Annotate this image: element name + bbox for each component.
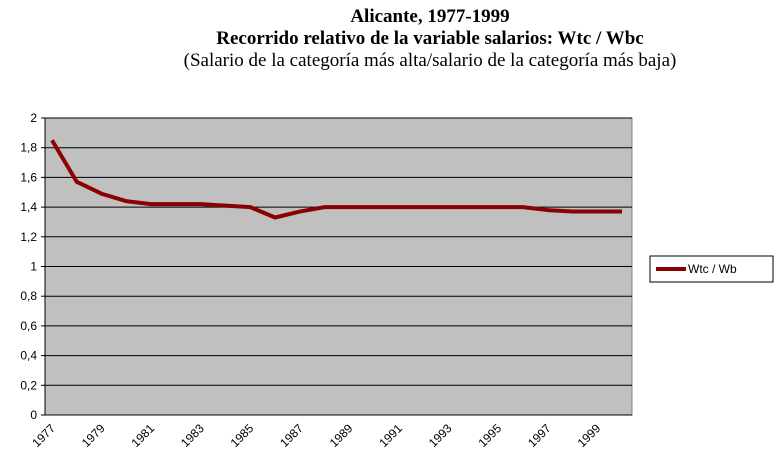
x-tick-label: 1993 bbox=[426, 421, 455, 450]
x-tick-label: 1985 bbox=[228, 421, 257, 450]
y-tick-label: 0,2 bbox=[20, 378, 37, 392]
y-tick-label: 0 bbox=[30, 408, 37, 422]
annotation: (Salario de la categoría más alta/salari… bbox=[184, 50, 677, 71]
y-tick-label: 1,4 bbox=[20, 200, 37, 214]
x-tick-label: 1987 bbox=[277, 421, 306, 450]
y-tick-label: 2 bbox=[30, 111, 37, 125]
x-tick-label: 1997 bbox=[525, 421, 554, 450]
y-tick-label: 0,4 bbox=[20, 349, 37, 363]
y-tick-label: 0,6 bbox=[20, 319, 37, 333]
y-tick-label: 1,6 bbox=[20, 170, 37, 184]
x-tick-label: 1979 bbox=[79, 421, 108, 450]
x-tick-label: 1983 bbox=[178, 421, 207, 450]
x-tick-label: 1991 bbox=[376, 421, 405, 450]
line bbox=[50, 139, 622, 220]
x-tick-label: 1995 bbox=[475, 421, 504, 450]
x-tick-label: 1981 bbox=[128, 421, 157, 450]
y-tick-label: 1,2 bbox=[20, 230, 37, 244]
y-tick-label: 0,8 bbox=[20, 289, 37, 303]
y-tick-label: 1 bbox=[30, 260, 37, 274]
chart-title: Alicante, 1977-1999 bbox=[350, 6, 509, 27]
chart-subtitle: Recorrido relativo de la variable salari… bbox=[216, 28, 643, 49]
y-tick-label: 1,8 bbox=[20, 141, 37, 155]
x-tick-label: 1977 bbox=[29, 421, 58, 450]
x-tick-label: 1999 bbox=[575, 421, 604, 450]
legend-label: Wtc / Wb bbox=[688, 262, 737, 276]
x-tick-label: 1989 bbox=[327, 421, 356, 450]
